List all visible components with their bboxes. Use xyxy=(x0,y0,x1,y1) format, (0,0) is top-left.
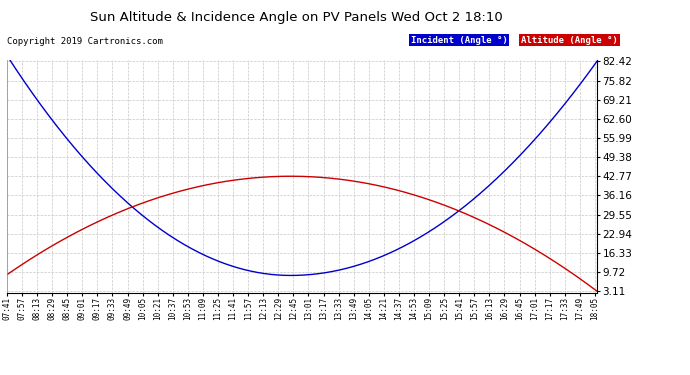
Text: Incident (Angle °): Incident (Angle °) xyxy=(411,36,507,45)
Text: Sun Altitude & Incidence Angle on PV Panels Wed Oct 2 18:10: Sun Altitude & Incidence Angle on PV Pan… xyxy=(90,11,503,24)
Text: Altitude (Angle °): Altitude (Angle °) xyxy=(521,36,618,45)
Text: Copyright 2019 Cartronics.com: Copyright 2019 Cartronics.com xyxy=(7,38,163,46)
